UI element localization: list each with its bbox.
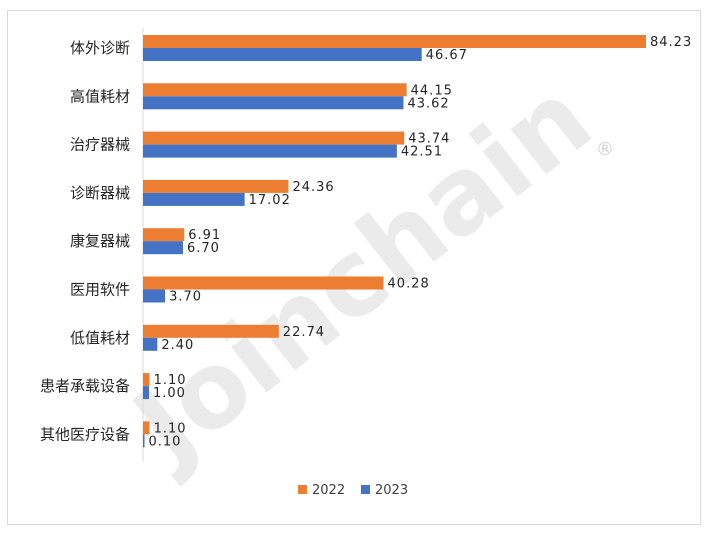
bar-2023 <box>143 241 184 255</box>
category-label: 康复器械 <box>70 232 130 250</box>
legend: 2022 2023 <box>298 483 408 498</box>
category-label: 诊断器械 <box>70 184 130 202</box>
legend-swatch-2022 <box>298 485 307 494</box>
bar-2023 <box>143 48 422 61</box>
bar-2022 <box>143 373 150 387</box>
value-label-2023: 6.70 <box>187 241 220 256</box>
value-label-2022: 43.74 <box>408 132 450 147</box>
value-label-2023: 17.02 <box>249 193 291 208</box>
bar-2022 <box>143 131 405 145</box>
legend-label-2023: 2023 <box>375 483 408 498</box>
value-label-2023: 2.40 <box>161 338 194 353</box>
bar-2023 <box>143 96 404 110</box>
bar-2023 <box>143 289 166 303</box>
bar-2022 <box>143 228 185 242</box>
category-label: 高值耗材 <box>70 87 130 105</box>
value-label-2022: 44.15 <box>411 83 453 98</box>
bar-2022 <box>143 35 646 48</box>
bar-2022 <box>143 421 150 435</box>
value-label-2023: 42.51 <box>401 145 443 160</box>
value-label-2022: 1.10 <box>154 373 187 388</box>
watermark-registered-mark: ® <box>596 139 614 160</box>
category-label: 体外诊断 <box>70 39 130 57</box>
bar-2022 <box>143 324 279 338</box>
bar-2022 <box>143 83 407 97</box>
value-label-2023: 3.70 <box>169 290 202 305</box>
value-label-2023: 1.00 <box>153 386 186 401</box>
category-label: 治疗器械 <box>70 136 130 154</box>
value-label-2023: 46.67 <box>426 48 468 63</box>
bar-2023 <box>143 144 397 158</box>
value-label-2022: 40.28 <box>388 277 430 292</box>
category-label: 患者承载设备 <box>40 377 130 395</box>
value-label-2022: 24.36 <box>292 180 334 195</box>
value-label-2022: 22.74 <box>283 325 325 340</box>
bars <box>143 35 646 448</box>
bar-2022 <box>143 276 384 290</box>
value-label-2023: 43.62 <box>407 96 449 111</box>
bar-2023 <box>143 337 158 351</box>
bar-2022 <box>143 179 289 193</box>
value-label-2022: 84.23 <box>650 35 692 50</box>
value-label-2023: 0.10 <box>149 434 182 449</box>
legend-label-2022: 2022 <box>312 483 345 498</box>
category-label: 其他医疗设备 <box>40 425 130 443</box>
category-label: 医用软件 <box>70 281 130 299</box>
category-label: 低值耗材 <box>70 329 130 347</box>
bar-2023 <box>143 434 145 448</box>
bar-2023 <box>143 192 245 206</box>
value-label-2022: 1.10 <box>154 421 187 436</box>
legend-swatch-2023 <box>361 485 370 494</box>
bar-2023 <box>143 386 149 400</box>
value-label-2022: 6.91 <box>188 228 221 243</box>
